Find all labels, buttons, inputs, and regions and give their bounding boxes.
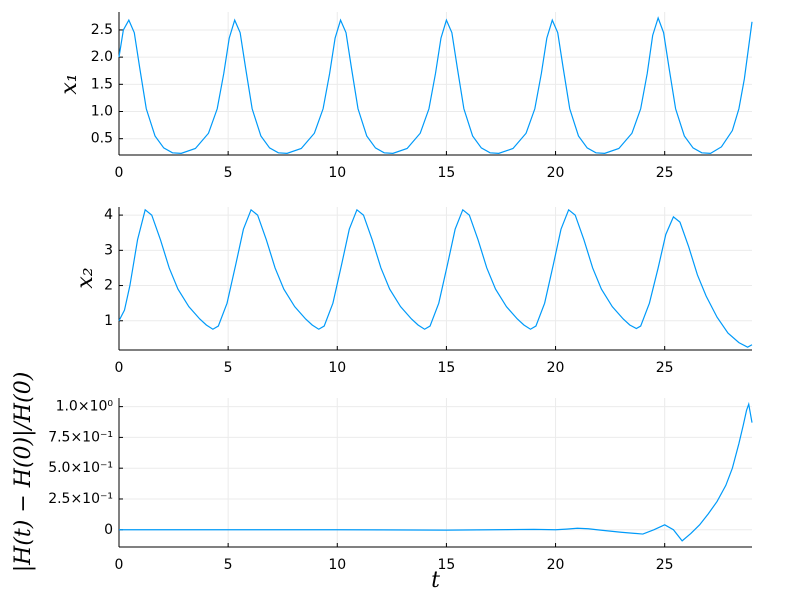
- x-axis-label: t: [431, 568, 440, 593]
- y-tick-label: 0: [104, 522, 113, 538]
- x-tick-label: 25: [656, 360, 674, 376]
- y-tick-label: 2.0: [91, 49, 113, 65]
- x-tick-label: 5: [224, 360, 233, 376]
- x-tick-label: 0: [115, 557, 124, 573]
- x-tick-label: 0: [115, 165, 124, 181]
- x-tick-label: 5: [224, 165, 233, 181]
- x-tick-label: 10: [328, 360, 346, 376]
- x-tick-label: 15: [437, 165, 455, 181]
- x-tick-label: 10: [328, 165, 346, 181]
- series-line: [118, 208, 753, 348]
- y-tick-label: 2.5: [91, 22, 113, 38]
- y-axis-label: x₁: [57, 73, 82, 94]
- y-tick-label: 2: [104, 278, 113, 294]
- y-tick-label: 1.0: [91, 104, 113, 120]
- y-tick-label: 1.5: [91, 76, 113, 92]
- x-tick-label: 10: [328, 557, 346, 573]
- x-tick-label: 25: [656, 165, 674, 181]
- y-tick-label: 7.5×10⁻¹: [48, 429, 113, 445]
- series-line: [119, 401, 753, 542]
- y-tick-label: 2.5×10⁻¹: [48, 491, 113, 507]
- y-tick-label: 0.5: [91, 131, 113, 147]
- x-tick-label: 15: [437, 557, 455, 573]
- y-axis-label: x₂: [73, 267, 98, 288]
- x-tick-label: 15: [437, 360, 455, 376]
- y-tick-label: 1.0×10⁰: [56, 399, 114, 415]
- y-tick-label: 1: [104, 313, 113, 329]
- x-tick-label: 20: [547, 165, 565, 181]
- x-tick-label: 25: [656, 557, 674, 573]
- x-tick-label: 0: [115, 360, 124, 376]
- y-tick-label: 4: [104, 207, 113, 223]
- y-tick-label: 3: [104, 242, 113, 258]
- x-tick-label: 20: [547, 557, 565, 573]
- series-line: [118, 16, 753, 154]
- x-tick-label: 5: [224, 557, 233, 573]
- y-tick-label: 5.0×10⁻¹: [48, 460, 113, 476]
- y-axis-label: |H(t) − H(0)|/H(0): [11, 372, 36, 573]
- x-tick-label: 20: [547, 360, 565, 376]
